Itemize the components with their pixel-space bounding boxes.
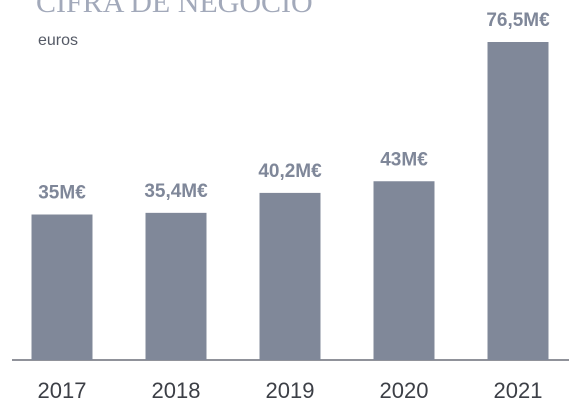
- value-label: 43M€: [380, 149, 428, 170]
- bar: [145, 212, 207, 360]
- x-tick-label: 2019: [266, 378, 315, 403]
- x-tick-label: 2020: [380, 378, 429, 403]
- chart-subtitle: euros: [38, 32, 78, 49]
- bar: [259, 192, 321, 360]
- value-label: 76,5M€: [486, 10, 550, 31]
- value-label: 40,2M€: [258, 161, 322, 182]
- bar: [487, 42, 549, 360]
- x-tick-label: 2018: [152, 378, 201, 403]
- bar: [373, 181, 435, 360]
- bar: [31, 214, 93, 360]
- value-label: 35,4M€: [144, 181, 208, 202]
- x-tick-label: 2021: [494, 378, 543, 403]
- value-label: 35M€: [38, 183, 86, 204]
- x-tick-label: 2017: [38, 378, 87, 403]
- chart-title: CIFRA DE NEGOCIO: [36, 0, 313, 19]
